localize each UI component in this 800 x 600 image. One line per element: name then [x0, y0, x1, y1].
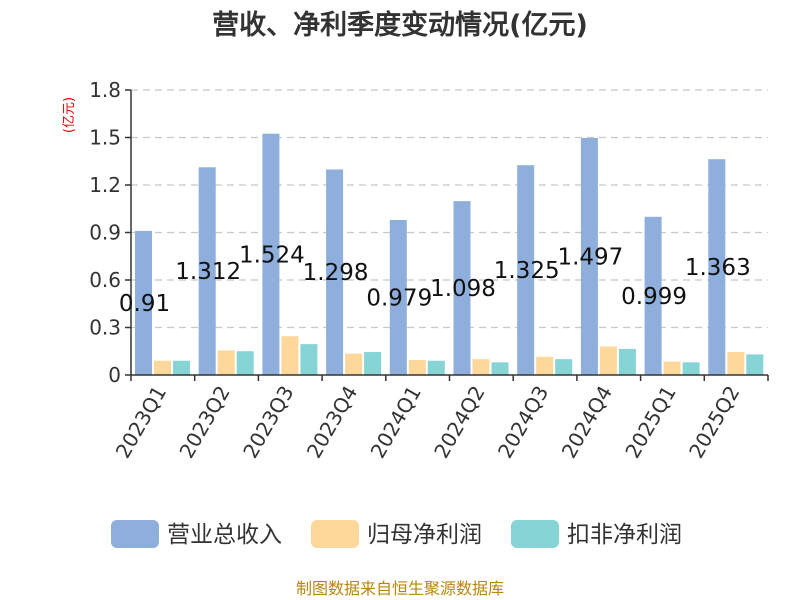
- bar-1: [198, 167, 216, 375]
- y-tick-label: 1.2: [89, 173, 121, 197]
- bar-3: [300, 344, 318, 375]
- bar-2: [154, 360, 171, 375]
- legend-swatch: [311, 520, 359, 548]
- x-ticks: 2023Q1 2023Q2 2023Q3 2023Q4 2024Q1 2024Q2 2024…: [111, 375, 769, 463]
- bar-2: [472, 359, 490, 375]
- data-label: 0.91: [119, 291, 170, 317]
- bar-2: [663, 361, 681, 375]
- y-tick-label: 1.8: [89, 78, 121, 102]
- bar-1: [326, 169, 344, 375]
- y-tick-label: 0.3: [89, 316, 121, 340]
- bar-3: [555, 359, 573, 375]
- bar-1: [262, 133, 280, 375]
- gridlines: [131, 89, 768, 329]
- data-label: 1.325: [494, 258, 560, 284]
- data-label: 1.524: [239, 242, 305, 268]
- x-tick-label: 2024Q4: [557, 382, 617, 463]
- bar-2: [599, 346, 617, 375]
- x-tick-label: 2023Q4: [302, 382, 362, 463]
- x-tick-label: 2024Q2: [429, 381, 489, 462]
- bar-2: [217, 350, 235, 375]
- y-tick-label: 1.5: [89, 126, 121, 150]
- legend-swatch: [511, 520, 559, 548]
- x-tick-label: 2025Q2: [684, 382, 744, 463]
- bar-2: [536, 356, 554, 375]
- bar-3: [491, 362, 509, 375]
- bar-1: [453, 201, 471, 375]
- bar-2: [281, 336, 299, 375]
- x-tick-label: 2023Q1: [111, 382, 171, 463]
- bar-2: [408, 359, 426, 375]
- bar-3: [427, 360, 445, 375]
- legend-item: 营业总收入: [111, 520, 282, 548]
- y-tick-label: 0.6: [89, 268, 121, 292]
- x-tick-label: 2023Q2: [174, 382, 234, 463]
- legend-swatch: [111, 520, 159, 548]
- y-tick-label: 0.9: [89, 221, 121, 245]
- bar-1: [580, 137, 598, 375]
- bar-1: [644, 216, 662, 375]
- bar-3: [364, 352, 382, 375]
- legend-item: 归母净利润: [311, 520, 482, 548]
- chart-title: 营收、净利季度变动情况(亿元): [212, 9, 588, 41]
- bar-3: [746, 354, 764, 375]
- data-label: 0.999: [621, 284, 687, 310]
- legend-label: 营业总收入: [167, 522, 282, 548]
- bars: [135, 133, 764, 375]
- bar-2: [727, 352, 745, 375]
- data-label: 1.497: [557, 244, 623, 270]
- x-tick-label: 2024Q3: [493, 382, 553, 463]
- bar-3: [682, 362, 700, 375]
- legend: 营业总收入 归母净利润 扣非净利润: [111, 520, 682, 548]
- data-label: 1.098: [430, 276, 496, 302]
- bar-3: [618, 348, 636, 375]
- data-label: 1.363: [685, 255, 751, 281]
- source-footer: 制图数据来自恒生聚源数据库: [296, 579, 504, 598]
- data-label: 1.298: [303, 260, 369, 286]
- bar-1: [135, 230, 152, 375]
- bar-1: [708, 159, 726, 375]
- y-axis-label: (亿元): [62, 97, 77, 133]
- bar-3: [173, 360, 190, 375]
- x-tick-label: 2025Q1: [620, 382, 680, 463]
- x-tick-label: 2023Q3: [238, 382, 298, 463]
- x-tick-label: 2024Q1: [366, 382, 426, 463]
- bar-1: [389, 219, 407, 375]
- y-ticks: 0 0.3 0.6 0.9 1.2 1.5 1.8: [89, 78, 131, 387]
- y-tick-label: 0: [108, 363, 121, 387]
- legend-label: 归母净利润: [367, 522, 482, 548]
- bar-2: [345, 353, 363, 375]
- data-label: 0.979: [366, 285, 432, 311]
- legend-item: 扣非净利润: [511, 520, 682, 548]
- legend-label: 扣非净利润: [567, 522, 682, 548]
- bar-3: [236, 351, 254, 375]
- bar-1: [517, 165, 535, 375]
- data-label: 1.312: [175, 259, 241, 285]
